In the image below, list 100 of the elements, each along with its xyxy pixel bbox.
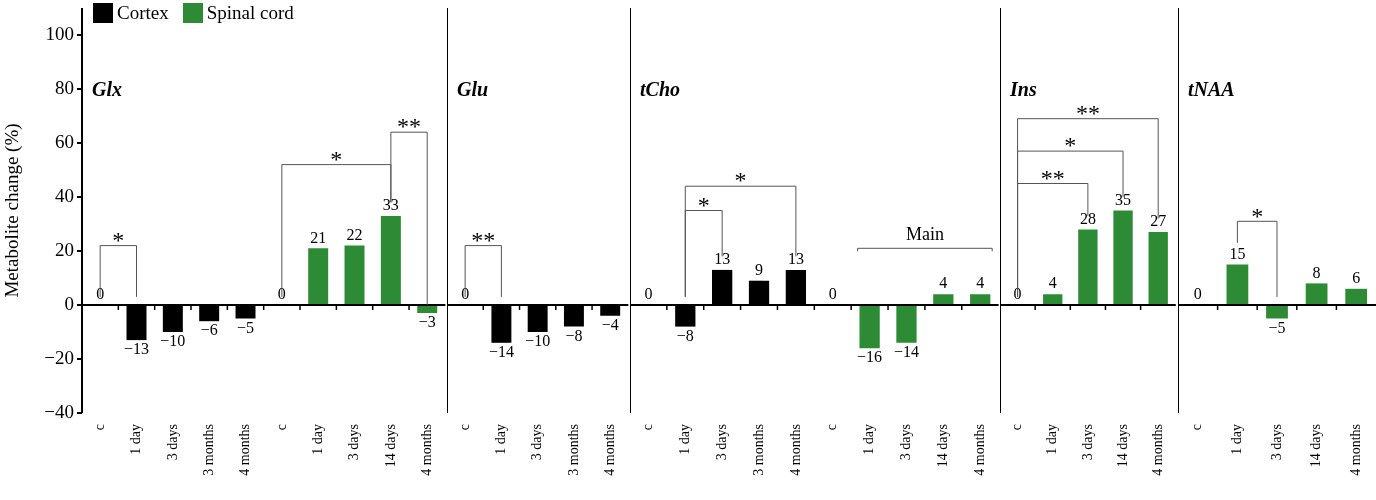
data-label: −6	[200, 321, 218, 339]
data-label: −16	[857, 348, 883, 366]
annotation: *	[1251, 202, 1264, 229]
data-label: 27	[1150, 212, 1167, 230]
x-tick-label: c	[1009, 424, 1025, 431]
annotation: **	[471, 226, 496, 253]
data-label: 4	[939, 274, 948, 292]
data-label: 8	[1312, 263, 1321, 281]
bar	[380, 215, 401, 305]
data-label: 22	[346, 225, 363, 243]
bar	[970, 294, 991, 305]
x-tick-label: 3 months	[200, 424, 216, 476]
annotation: **	[1040, 164, 1065, 191]
x-tick-label: c	[1189, 424, 1205, 431]
bar	[859, 305, 880, 349]
x-tick-label: 3 days	[898, 424, 914, 461]
text: tNAA	[1188, 78, 1235, 100]
x-tick-label: 14 days	[935, 424, 951, 468]
bar	[896, 305, 917, 343]
bar	[1043, 294, 1063, 305]
x-tick-label: c	[640, 424, 656, 431]
x-tick-label: 1 day	[676, 424, 692, 455]
data-label: −5	[1268, 318, 1286, 336]
x-tick-label: 4 months	[787, 424, 803, 476]
x-tick-label: 1 day	[493, 424, 509, 455]
y-tick-label: 100	[45, 22, 74, 44]
data-label: 13	[714, 250, 731, 268]
x-tick-label: 1 day	[861, 424, 877, 455]
data-label: 35	[1115, 190, 1132, 208]
data-label: 0	[277, 285, 286, 303]
annotation: *	[112, 226, 125, 253]
bar	[933, 294, 954, 305]
y-tick-label: 0	[64, 292, 74, 314]
x-tick-label: 3 days	[713, 424, 729, 461]
x-tick-label: c	[273, 424, 289, 431]
y-axis-title: Metabolite change (%)	[1, 123, 24, 298]
bar	[1345, 288, 1368, 305]
data-label: −14	[488, 343, 514, 360]
x-tick-label: 4 months	[971, 424, 987, 476]
text: tCho	[640, 78, 681, 100]
bar	[1226, 264, 1249, 305]
annotation: Main	[905, 224, 944, 245]
annotation: **	[1075, 100, 1100, 126]
data-label: 0	[828, 285, 837, 303]
data-label: 13	[787, 250, 804, 268]
data-label: 0	[644, 285, 653, 303]
x-tick-label: 3 days	[346, 424, 362, 461]
bar	[308, 248, 329, 305]
bar	[1305, 283, 1328, 305]
data-label: −8	[676, 326, 694, 344]
data-label: 21	[310, 228, 327, 246]
x-tick-label: 4 months	[1149, 424, 1165, 476]
bar	[1148, 232, 1168, 305]
data-label: 15	[1229, 244, 1246, 262]
data-label: −5	[237, 318, 255, 336]
text: Glx	[92, 78, 122, 100]
bar	[1078, 229, 1098, 305]
data-label: 4	[976, 274, 985, 292]
data-label: −10	[160, 332, 186, 350]
x-tick-label: 14 days	[1114, 424, 1130, 468]
x-tick-label: 3 months	[750, 424, 766, 476]
x-tick-label: 14 days	[1308, 424, 1324, 468]
x-tick-label: 4 months	[601, 424, 617, 476]
y-tick-label: 80	[55, 76, 74, 98]
y-tick-label: −20	[44, 346, 74, 368]
data-label: 28	[1079, 209, 1096, 227]
data-label: −8	[565, 326, 583, 344]
text: Ins	[1009, 78, 1037, 100]
y-tick-label: 20	[55, 238, 74, 260]
x-tick-label: 1 day	[1044, 424, 1060, 455]
x-tick-label: 3 months	[565, 424, 581, 476]
data-label: 4	[1048, 274, 1057, 292]
data-label: 0	[461, 285, 470, 303]
data-label: −4	[601, 316, 619, 333]
data-label: −3	[418, 313, 436, 331]
x-tick-label: 3 days	[164, 424, 180, 461]
x-tick-label: 1 day	[128, 424, 144, 455]
data-label: 6	[1352, 269, 1361, 286]
bar	[1113, 210, 1133, 305]
annotation: **	[397, 113, 422, 140]
bar	[1266, 305, 1288, 319]
legend-label: Cortex	[117, 2, 169, 24]
annotation: *	[734, 167, 747, 194]
x-tick-label: c	[91, 424, 107, 431]
y-tick-label: −40	[44, 400, 74, 422]
x-tick-label: 3 days	[529, 424, 545, 461]
y-tick-label: 60	[55, 130, 74, 152]
x-tick-label: 4 months	[418, 424, 434, 476]
x-tick-label: 4 months	[1347, 424, 1363, 476]
x-tick-label: 4 months	[237, 424, 253, 476]
annotation: *	[1064, 132, 1077, 159]
x-tick-label: 1 day	[309, 424, 325, 455]
x-tick-label: 3 days	[1268, 424, 1284, 461]
x-tick-label: 1 day	[1229, 424, 1245, 455]
y-tick-label: 40	[55, 184, 74, 206]
annotation: *	[330, 145, 343, 172]
data-label: 0	[1013, 285, 1022, 303]
data-label: −13	[123, 340, 150, 358]
data-label: 0	[96, 285, 105, 303]
annotation: *	[697, 191, 710, 218]
